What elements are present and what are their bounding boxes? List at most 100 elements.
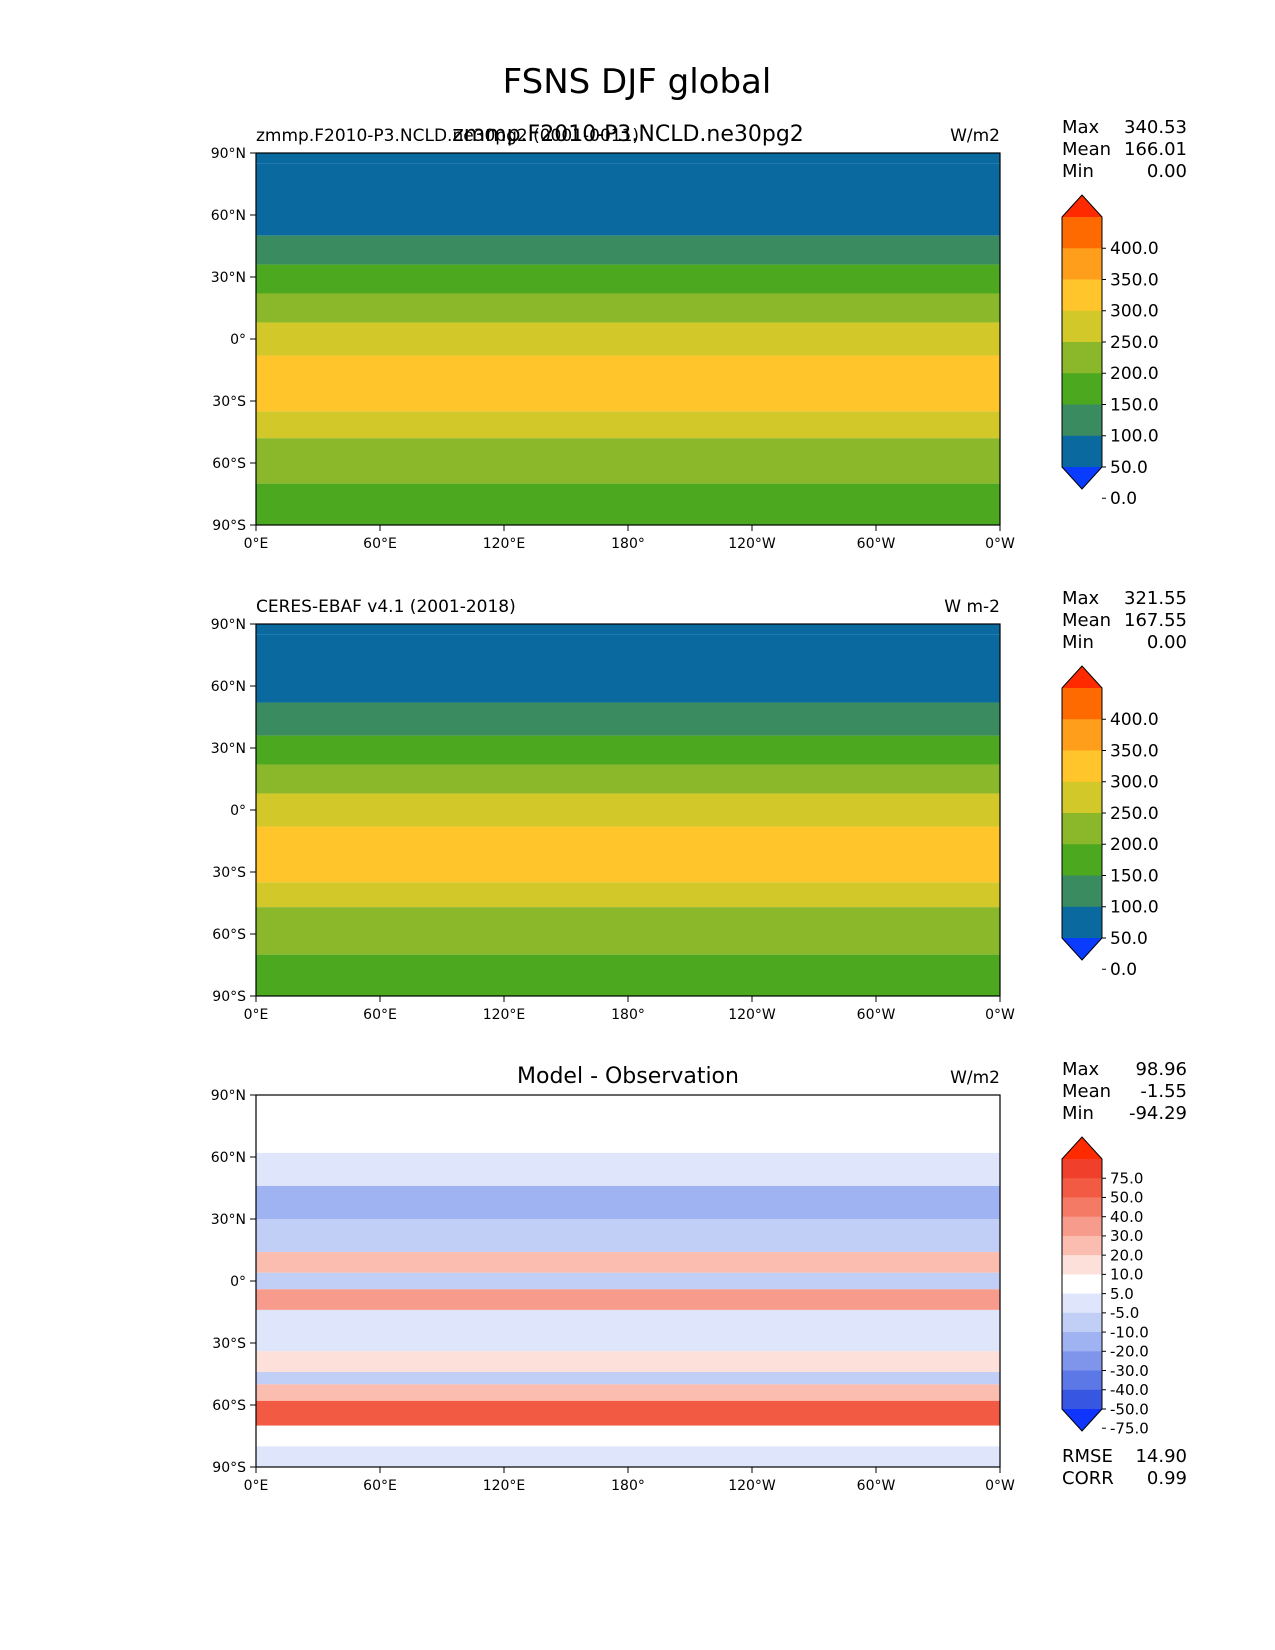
colorbar-tick-label: 350.0: [1110, 741, 1159, 761]
lat-tick-label: 90°N: [211, 146, 246, 162]
colorbar-segment: [1062, 781, 1102, 814]
field-band: [256, 634, 1000, 703]
lat-tick-label: 90°S: [212, 1460, 246, 1476]
field-band: [256, 1272, 1000, 1290]
lat-tick-label: 60°S: [212, 456, 246, 472]
colorbar-tick-label: -20.0: [1110, 1343, 1149, 1361]
stat-label: Min: [1062, 632, 1094, 653]
lon-tick-label: 60°E: [363, 536, 397, 552]
lon-tick-label: 120°W: [728, 1478, 776, 1494]
field-band: [256, 411, 1000, 439]
colorbar-segment: [1062, 1351, 1102, 1372]
lat-tick-label: 30°S: [212, 1336, 246, 1352]
field-band: [256, 293, 1000, 323]
field-band: [256, 702, 1000, 736]
colorbar-tick-label: -40.0: [1110, 1381, 1149, 1399]
lon-tick-label: 120°W: [728, 1007, 776, 1023]
colorbar-tick-label: 0.0: [1110, 489, 1137, 509]
colorbar-tick-label: -75.0: [1110, 1419, 1149, 1437]
field-band: [256, 954, 1000, 996]
colorbar-tick-label: 40.0: [1110, 1208, 1143, 1226]
stat-label: Max: [1062, 1059, 1100, 1080]
colorbar-tick-label: 300.0: [1110, 302, 1159, 322]
colorbar-tick-label: 20.0: [1110, 1246, 1143, 1264]
field-band: [256, 235, 1000, 265]
field-band: [256, 1446, 1000, 1467]
colorbar-segment: [1062, 435, 1102, 468]
panel-title-left: CERES-EBAF v4.1 (2001-2018): [256, 597, 516, 617]
stat-value: -94.29: [1129, 1103, 1187, 1124]
colorbar-segment: [1062, 248, 1102, 280]
colorbar-segment: [1062, 1197, 1102, 1218]
field-band: [256, 322, 1000, 356]
lon-tick-label: 60°W: [857, 1007, 896, 1023]
stat-label: Max: [1062, 588, 1100, 609]
colorbar-segment: [1062, 310, 1102, 343]
field-band: [256, 826, 1000, 883]
lat-tick-label: 0°: [230, 332, 246, 348]
stat-value: 321.55: [1124, 588, 1187, 609]
colorbar: 400.0 350.0 300.0 250.0 200.0 150.0 100.0 50.0 0…: [1061, 665, 1159, 980]
stat-value: 0.00: [1147, 632, 1187, 653]
lon-tick-label: 0°W: [985, 1478, 1015, 1494]
field-band: [256, 1384, 1000, 1401]
colorbar-extend-max: [1062, 195, 1102, 217]
field-band: [256, 624, 1000, 635]
lon-tick-label: 0°W: [985, 536, 1015, 552]
field-band: [256, 1425, 1000, 1447]
metric-label: RMSE: [1062, 1446, 1113, 1467]
colorbar-segment: [1062, 1216, 1102, 1237]
lon-tick-label: 0°W: [985, 1007, 1015, 1023]
lon-tick-label: 180°: [611, 1007, 645, 1023]
colorbar-segment: [1062, 342, 1102, 374]
colorbar-segment: [1062, 750, 1102, 783]
lon-tick-label: 120°E: [483, 1478, 526, 1494]
lat-tick-label: 60°N: [211, 208, 246, 224]
colorbar-segment: [1062, 1370, 1102, 1391]
field-band: [256, 764, 1000, 794]
lat-tick-label: 0°: [230, 1274, 246, 1290]
lat-tick-label: 90°N: [211, 617, 246, 633]
lat-tick-label: 90°S: [212, 518, 246, 534]
stat-value: 98.96: [1135, 1059, 1187, 1080]
colorbar-tick-label: 150.0: [1110, 395, 1159, 415]
colorbar-extend-min: [1062, 938, 1102, 960]
lat-tick-label: 60°N: [211, 1150, 246, 1166]
colorbar-tick-label: 400.0: [1110, 239, 1159, 259]
field-band: [256, 153, 1000, 164]
figure-title: FSNS DJF global: [503, 62, 772, 102]
colorbar-tick-label: -30.0: [1110, 1362, 1149, 1380]
lon-tick-label: 60°E: [363, 1007, 397, 1023]
lon-tick-label: 180°: [611, 536, 645, 552]
colorbar-segment: [1062, 906, 1102, 939]
stat-label: Max: [1062, 117, 1100, 138]
field-band: [256, 355, 1000, 412]
lat-tick-label: 90°S: [212, 989, 246, 1005]
colorbar-tick-label: 300.0: [1110, 773, 1159, 793]
stat-label: Mean: [1062, 139, 1111, 160]
panel-title-center: Model - Observation: [517, 1064, 739, 1089]
colorbar-tick-label: 5.0: [1110, 1285, 1134, 1303]
field-band: [256, 438, 1000, 484]
lon-tick-label: 60°E: [363, 1478, 397, 1494]
lat-tick-label: 30°N: [211, 741, 246, 757]
colorbar-tick-label: 350.0: [1110, 270, 1159, 290]
stat-label: Min: [1062, 161, 1094, 182]
lon-tick-label: 0°E: [244, 1478, 269, 1494]
field-band: [256, 264, 1000, 294]
colorbar-tick-label: 400.0: [1110, 710, 1159, 730]
metric-value: 0.99: [1147, 1468, 1187, 1489]
colorbar-segment: [1062, 373, 1102, 405]
colorbar-tick-label: 50.0: [1110, 458, 1148, 478]
field-band: [256, 1400, 1000, 1426]
colorbar: 75.0 50.040.030.020.0 10.05.0-5.0-10.0 -20.…: [1061, 1136, 1149, 1437]
colorbar-segment: [1062, 1274, 1102, 1295]
field-band: [256, 1309, 1000, 1352]
colorbar-tick-label: 50.0: [1110, 929, 1148, 949]
colorbar-segment: [1062, 844, 1102, 876]
colorbar-segment: [1062, 279, 1102, 312]
colorbar-segment: [1062, 217, 1102, 249]
colorbar-segment: [1062, 404, 1102, 437]
colorbar-tick-label: 200.0: [1110, 835, 1159, 855]
field-band: [256, 735, 1000, 765]
